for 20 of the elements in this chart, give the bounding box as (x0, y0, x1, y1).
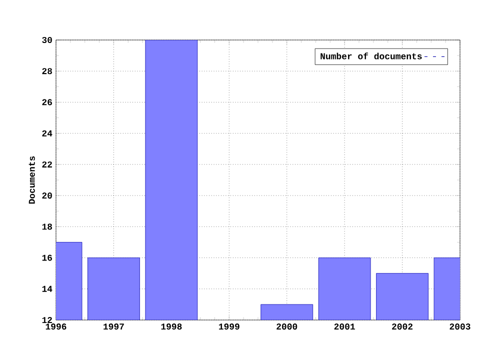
x-tick-label: 1998 (161, 324, 182, 330)
x-tick-label: 1999 (218, 324, 240, 330)
y-axis-title: Documents (28, 156, 35, 204)
y-tick-label: 30 (42, 36, 52, 44)
x-tick-label: 2003 (450, 324, 470, 330)
y-tick-label: 24 (42, 130, 52, 136)
y-tick-label: 14 (42, 286, 52, 292)
y-tick-label: 28 (42, 68, 52, 74)
legend-label: Number of documents (320, 52, 422, 60)
y-tick-label: 22 (42, 161, 52, 168)
y-tick-label: 18 (42, 224, 52, 230)
x-tick-label: 2002 (392, 324, 413, 330)
x-tick-label: 1997 (104, 324, 124, 330)
x-tick-label: 2001 (334, 324, 355, 330)
y-tick-label: 12 (42, 317, 52, 323)
y-tick-label: 16 (42, 254, 52, 261)
y-tick-label: 20 (42, 192, 52, 199)
y-tick-label: 26 (42, 99, 52, 106)
x-tick-label: 2000 (276, 324, 298, 330)
x-tick-label: 1996 (46, 324, 66, 330)
